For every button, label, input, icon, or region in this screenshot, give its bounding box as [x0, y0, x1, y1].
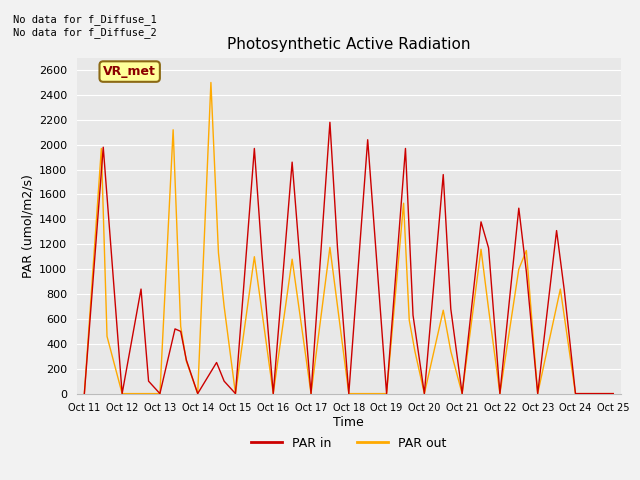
Text: No data for f_Diffuse_1
No data for f_Diffuse_2: No data for f_Diffuse_1 No data for f_Di… [13, 14, 157, 38]
Title: Photosynthetic Active Radiation: Photosynthetic Active Radiation [227, 37, 470, 52]
X-axis label: Time: Time [333, 416, 364, 429]
Y-axis label: PAR (umol/m2/s): PAR (umol/m2/s) [22, 174, 35, 277]
Text: VR_met: VR_met [103, 65, 156, 78]
Legend: PAR in, PAR out: PAR in, PAR out [246, 432, 451, 455]
